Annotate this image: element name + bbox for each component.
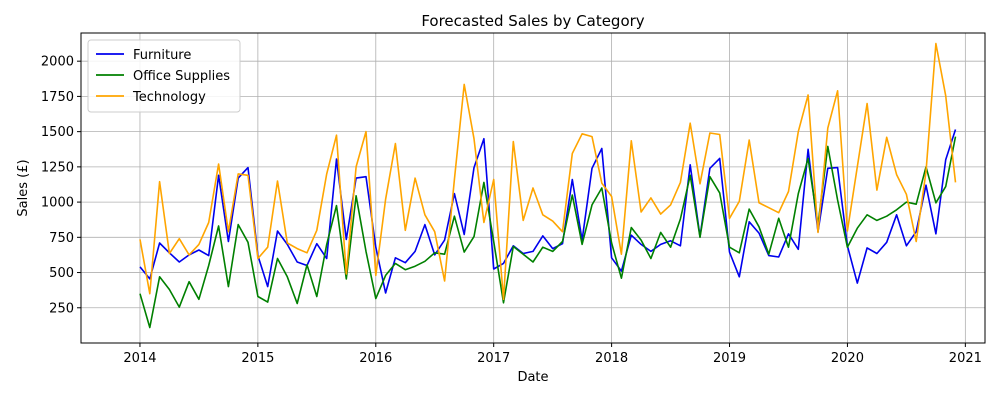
y-tick-label: 500 — [49, 266, 74, 281]
x-tick-label: 2021 — [949, 351, 982, 366]
x-tick-label: 2019 — [713, 351, 746, 366]
y-tick-label: 1750 — [41, 90, 74, 105]
y-tick-label: 2000 — [41, 55, 74, 70]
series-line-office-supplies — [139, 136, 957, 329]
series-line-furniture — [139, 129, 957, 294]
x-tick-label: 2020 — [831, 351, 864, 366]
axis-ticks: 2014 2015 2016 2017 2018 2019 2020 2021 250 500 75… — [41, 55, 982, 366]
y-tick-label: 1500 — [41, 125, 74, 140]
x-tick-label: 2015 — [241, 351, 274, 366]
legend-label: Furniture — [133, 48, 191, 63]
y-tick-label: 250 — [49, 301, 74, 316]
series-line-technology — [139, 42, 957, 301]
chart-title: Forecasted Sales by Category — [421, 12, 644, 30]
legend: Furniture Office Supplies Technology — [87, 39, 241, 113]
y-tick-label: 1000 — [41, 196, 74, 211]
x-tick-label: 2017 — [477, 351, 510, 366]
x-tick-label: 2014 — [123, 351, 156, 366]
x-tick-label: 2016 — [359, 351, 392, 366]
y-tick-label: 750 — [49, 231, 74, 246]
grid — [81, 33, 985, 343]
legend-label: Technology — [132, 90, 206, 105]
legend-box — [87, 39, 241, 113]
plot-area-frame — [80, 32, 986, 344]
x-tick-label: 2018 — [595, 351, 628, 366]
x-axis-label: Date — [517, 370, 548, 385]
y-tick-label: 1250 — [41, 160, 74, 175]
y-axis-label: Sales (£) — [16, 159, 31, 216]
legend-label: Office Supplies — [133, 69, 230, 84]
series-group — [139, 42, 957, 329]
